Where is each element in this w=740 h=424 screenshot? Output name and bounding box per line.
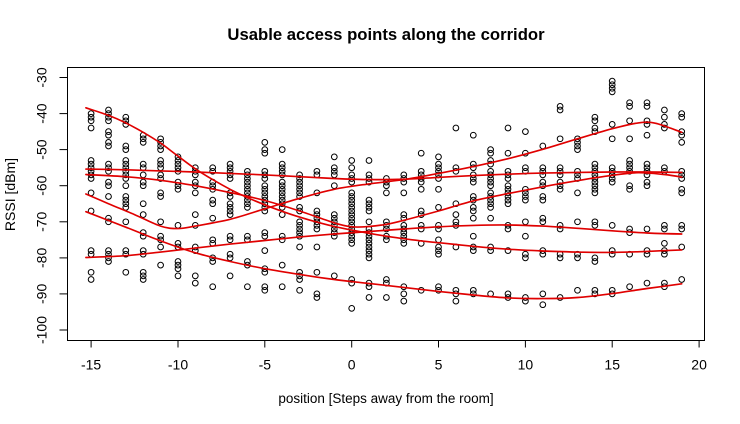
svg-text:-10: -10	[168, 357, 188, 373]
svg-text:-70: -70	[34, 211, 50, 231]
svg-text:-40: -40	[34, 103, 50, 123]
svg-text:-80: -80	[34, 248, 50, 268]
svg-text:-90: -90	[34, 284, 50, 304]
svg-text:0: 0	[348, 357, 356, 373]
svg-text:-100: -100	[34, 316, 50, 344]
svg-text:RSSI [dBm]: RSSI [dBm]	[2, 158, 18, 231]
svg-text:-30: -30	[34, 67, 50, 87]
svg-text:5: 5	[435, 357, 443, 373]
svg-text:-60: -60	[34, 175, 50, 195]
svg-text:10: 10	[518, 357, 534, 373]
svg-text:-15: -15	[81, 357, 101, 373]
svg-text:20: 20	[691, 357, 707, 373]
svg-text:-5: -5	[259, 357, 272, 373]
svg-text:position [Steps away from the: position [Steps away from the room]	[278, 391, 493, 406]
svg-text:-50: -50	[34, 139, 50, 159]
svg-text:Usable access points along the: Usable access points along the corridor	[227, 25, 545, 44]
svg-text:15: 15	[604, 357, 620, 373]
